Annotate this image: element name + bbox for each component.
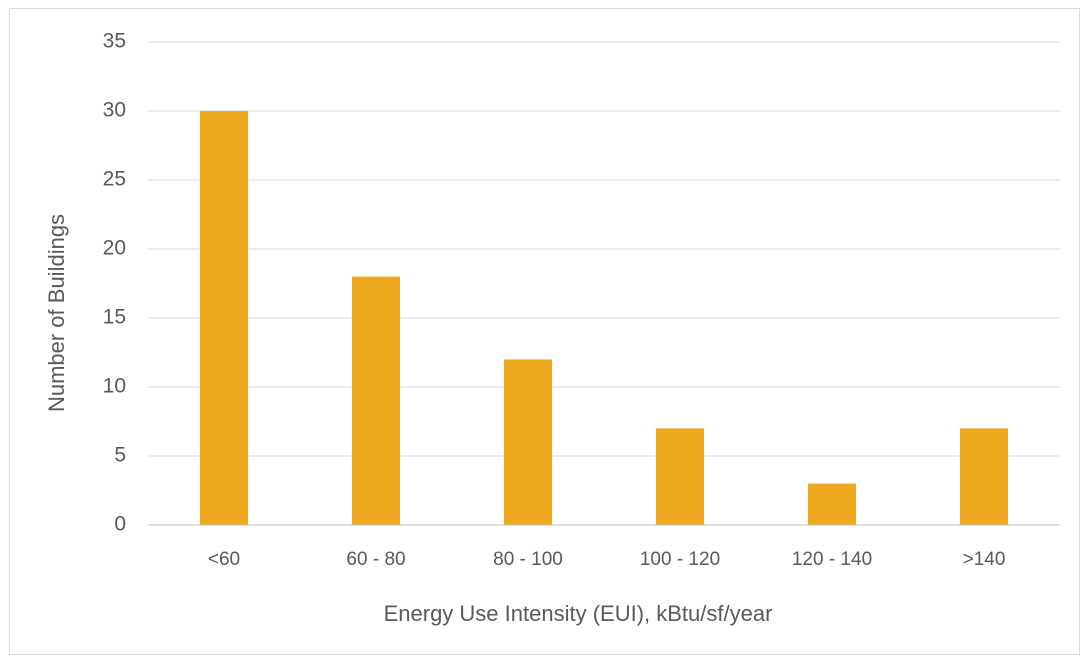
y-tick-label: 20 xyxy=(103,237,126,260)
bar xyxy=(656,428,704,525)
bar xyxy=(200,111,248,525)
x-axis-title: Energy Use Intensity (EUI), kBtu/sf/year xyxy=(384,601,773,626)
x-tick-label: 120 - 140 xyxy=(792,549,872,570)
y-tick-label: 0 xyxy=(114,513,126,536)
bar xyxy=(504,359,552,525)
x-tick-label: 100 - 120 xyxy=(640,549,720,570)
y-tick-label: 5 xyxy=(114,444,126,467)
y-tick-label: 15 xyxy=(103,306,126,329)
bar xyxy=(960,428,1008,525)
bar xyxy=(352,276,400,525)
x-tick-label: 60 - 80 xyxy=(346,549,405,570)
y-axis-title: Number of Buildings xyxy=(44,214,69,412)
bar xyxy=(808,483,856,525)
y-tick-label: 35 xyxy=(103,30,126,53)
y-tick-label: 25 xyxy=(103,168,126,191)
y-tick-label: 30 xyxy=(103,99,126,122)
x-tick-label: 80 - 100 xyxy=(493,549,563,570)
x-tick-label: <60 xyxy=(208,549,240,570)
y-tick-label: 10 xyxy=(103,375,126,398)
chart-border xyxy=(9,8,1080,655)
x-tick-label: >140 xyxy=(963,549,1006,570)
